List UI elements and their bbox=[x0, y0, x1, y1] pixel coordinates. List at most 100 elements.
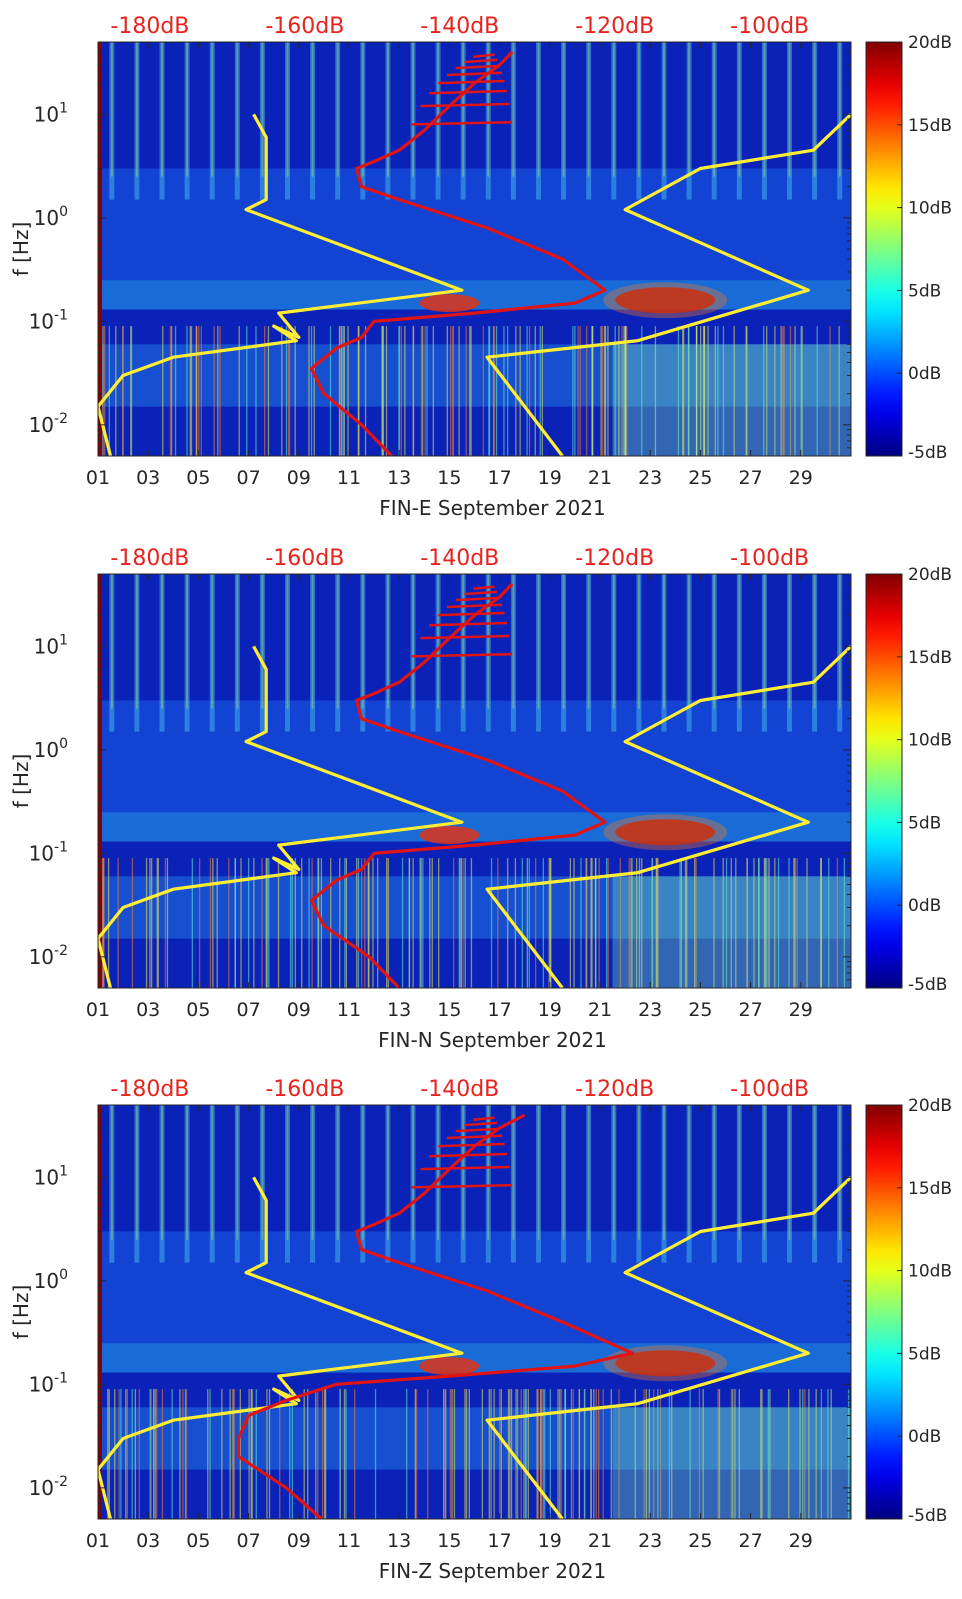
colorbar-tick-label: 0dB bbox=[908, 896, 941, 916]
y-axis-label: f [Hz] bbox=[9, 754, 33, 809]
x-tick-label: 25 bbox=[688, 467, 712, 489]
x-tick-label: 05 bbox=[186, 1530, 210, 1552]
x-tick-label: 09 bbox=[287, 999, 311, 1021]
x-tick-label: 13 bbox=[387, 1530, 411, 1552]
top-axis-label: -120dB bbox=[575, 14, 654, 39]
y-tick-label: 100 bbox=[34, 1267, 68, 1293]
x-axis-label: FIN-N September 2021 bbox=[378, 1028, 607, 1052]
x-tick-label: 05 bbox=[186, 999, 210, 1021]
yellow-curve bbox=[98, 1176, 464, 1519]
red-curve-branch bbox=[455, 596, 500, 602]
top-axis-label: -100dB bbox=[730, 546, 809, 571]
x-tick-label: 25 bbox=[688, 999, 712, 1021]
y-tick-label: 10-1 bbox=[29, 307, 68, 333]
red-curve bbox=[309, 50, 607, 456]
y-tick-label: 100 bbox=[34, 736, 68, 762]
colorbar bbox=[865, 573, 903, 989]
colorbar-tick-label: 15dB bbox=[908, 1179, 952, 1199]
x-tick-label: 23 bbox=[638, 999, 662, 1021]
red-curve-branch bbox=[420, 102, 510, 108]
red-curve-branch bbox=[429, 1152, 508, 1158]
x-tick-label: 21 bbox=[588, 1530, 612, 1552]
x-tick-label: 01 bbox=[86, 467, 110, 489]
colorbar-tick-label: -5dB bbox=[908, 1506, 947, 1526]
x-tick-label: 25 bbox=[688, 1530, 712, 1552]
colorbar-tick-label: 10dB bbox=[908, 731, 952, 751]
red-curve-branch bbox=[429, 621, 508, 627]
red-curve-branch bbox=[411, 1183, 513, 1189]
x-tick-label: 13 bbox=[387, 999, 411, 1021]
y-tick-label: 101 bbox=[34, 632, 68, 658]
y-tick-label: 10-2 bbox=[29, 943, 68, 969]
hot-region bbox=[615, 287, 716, 314]
y-tick-label: 10-2 bbox=[29, 1474, 68, 1500]
x-tick-label: 21 bbox=[588, 999, 612, 1021]
x-tick-label: 11 bbox=[337, 1530, 361, 1552]
red-curve-branch bbox=[438, 1142, 505, 1148]
red-curve-branch bbox=[438, 611, 505, 617]
colorbar-tick-label: 5dB bbox=[908, 813, 941, 833]
yellow-curve bbox=[485, 645, 851, 988]
x-tick-label: 07 bbox=[237, 1530, 261, 1552]
colorbar-tick-label: 20dB bbox=[908, 1096, 952, 1116]
y-tick-label: 10-1 bbox=[29, 1370, 68, 1396]
red-curve-branch bbox=[420, 1165, 510, 1171]
colorbar-tick-label: 0dB bbox=[908, 1427, 941, 1447]
colorbar-tick-label: -5dB bbox=[908, 975, 947, 995]
top-axis-label: -160dB bbox=[265, 1077, 344, 1102]
x-axis-label: FIN-Z September 2021 bbox=[379, 1559, 606, 1583]
y-tick-label: 10-1 bbox=[29, 839, 68, 865]
top-axis-label: -140dB bbox=[420, 546, 499, 571]
y-tick-label: 10-2 bbox=[29, 411, 68, 437]
x-tick-label: 17 bbox=[488, 1530, 512, 1552]
x-tick-label: 11 bbox=[337, 467, 361, 489]
top-axis-label: -100dB bbox=[730, 1077, 809, 1102]
x-tick-label: 01 bbox=[86, 1530, 110, 1552]
colorbar-tick-label: -5dB bbox=[908, 443, 947, 463]
spectrogram-panel: 01 03 05 07 09 11 13 15 17 19 21 23 25 27 29 FIN-Z Sept… bbox=[9, 1077, 952, 1583]
red-curve-branch bbox=[411, 120, 513, 126]
x-tick-label: 03 bbox=[136, 1530, 160, 1552]
x-tick-label: 27 bbox=[739, 999, 763, 1021]
top-axis-label: -120dB bbox=[575, 546, 654, 571]
red-curve-branch bbox=[455, 1127, 500, 1133]
colorbar-tick-label: 10dB bbox=[908, 1262, 952, 1282]
colorbar-tick-label: 15dB bbox=[908, 648, 952, 668]
top-axis-label: -180dB bbox=[110, 1077, 189, 1102]
red-curve-branch bbox=[455, 64, 500, 70]
x-tick-label: 09 bbox=[287, 1530, 311, 1552]
x-tick-label: 15 bbox=[437, 999, 461, 1021]
x-tick-label: 05 bbox=[186, 467, 210, 489]
top-axis-label: -100dB bbox=[730, 14, 809, 39]
spectrogram-panel: 01 03 05 07 09 11 13 15 17 19 21 23 25 27 29 FIN-E Sept… bbox=[9, 14, 952, 520]
x-tick-label: 27 bbox=[739, 467, 763, 489]
top-axis-label: -120dB bbox=[575, 1077, 654, 1102]
x-tick-label: 03 bbox=[136, 999, 160, 1021]
red-curve-branch bbox=[464, 58, 498, 64]
colorbar bbox=[865, 1104, 903, 1520]
red-curve-branch bbox=[438, 79, 505, 85]
x-axis-label: FIN-E September 2021 bbox=[379, 496, 605, 520]
x-tick-label: 09 bbox=[287, 467, 311, 489]
hot-region bbox=[419, 826, 480, 845]
x-tick-label: 07 bbox=[237, 999, 261, 1021]
red-curve-branch bbox=[473, 53, 495, 59]
spectrogram-panel: 01 03 05 07 09 11 13 15 17 19 21 23 25 27 29 FIN-N Sept… bbox=[9, 546, 952, 1052]
top-axis-label: -160dB bbox=[265, 14, 344, 39]
x-tick-label: 19 bbox=[538, 467, 562, 489]
y-tick-label: 101 bbox=[34, 100, 68, 126]
yellow-curve bbox=[98, 645, 464, 988]
x-tick-label: 01 bbox=[86, 999, 110, 1021]
red-curve-branch bbox=[420, 634, 510, 640]
red-curve-branch bbox=[446, 603, 503, 609]
colorbar-tick-label: 5dB bbox=[908, 281, 941, 301]
y-tick-label: 100 bbox=[34, 204, 68, 230]
x-tick-label: 15 bbox=[437, 467, 461, 489]
top-axis-label: -140dB bbox=[420, 1077, 499, 1102]
yellow-curve bbox=[485, 1176, 851, 1519]
x-tick-label: 15 bbox=[437, 1530, 461, 1552]
x-tick-label: 03 bbox=[136, 467, 160, 489]
colorbar-tick-label: 20dB bbox=[908, 565, 952, 585]
hot-region bbox=[419, 294, 480, 313]
